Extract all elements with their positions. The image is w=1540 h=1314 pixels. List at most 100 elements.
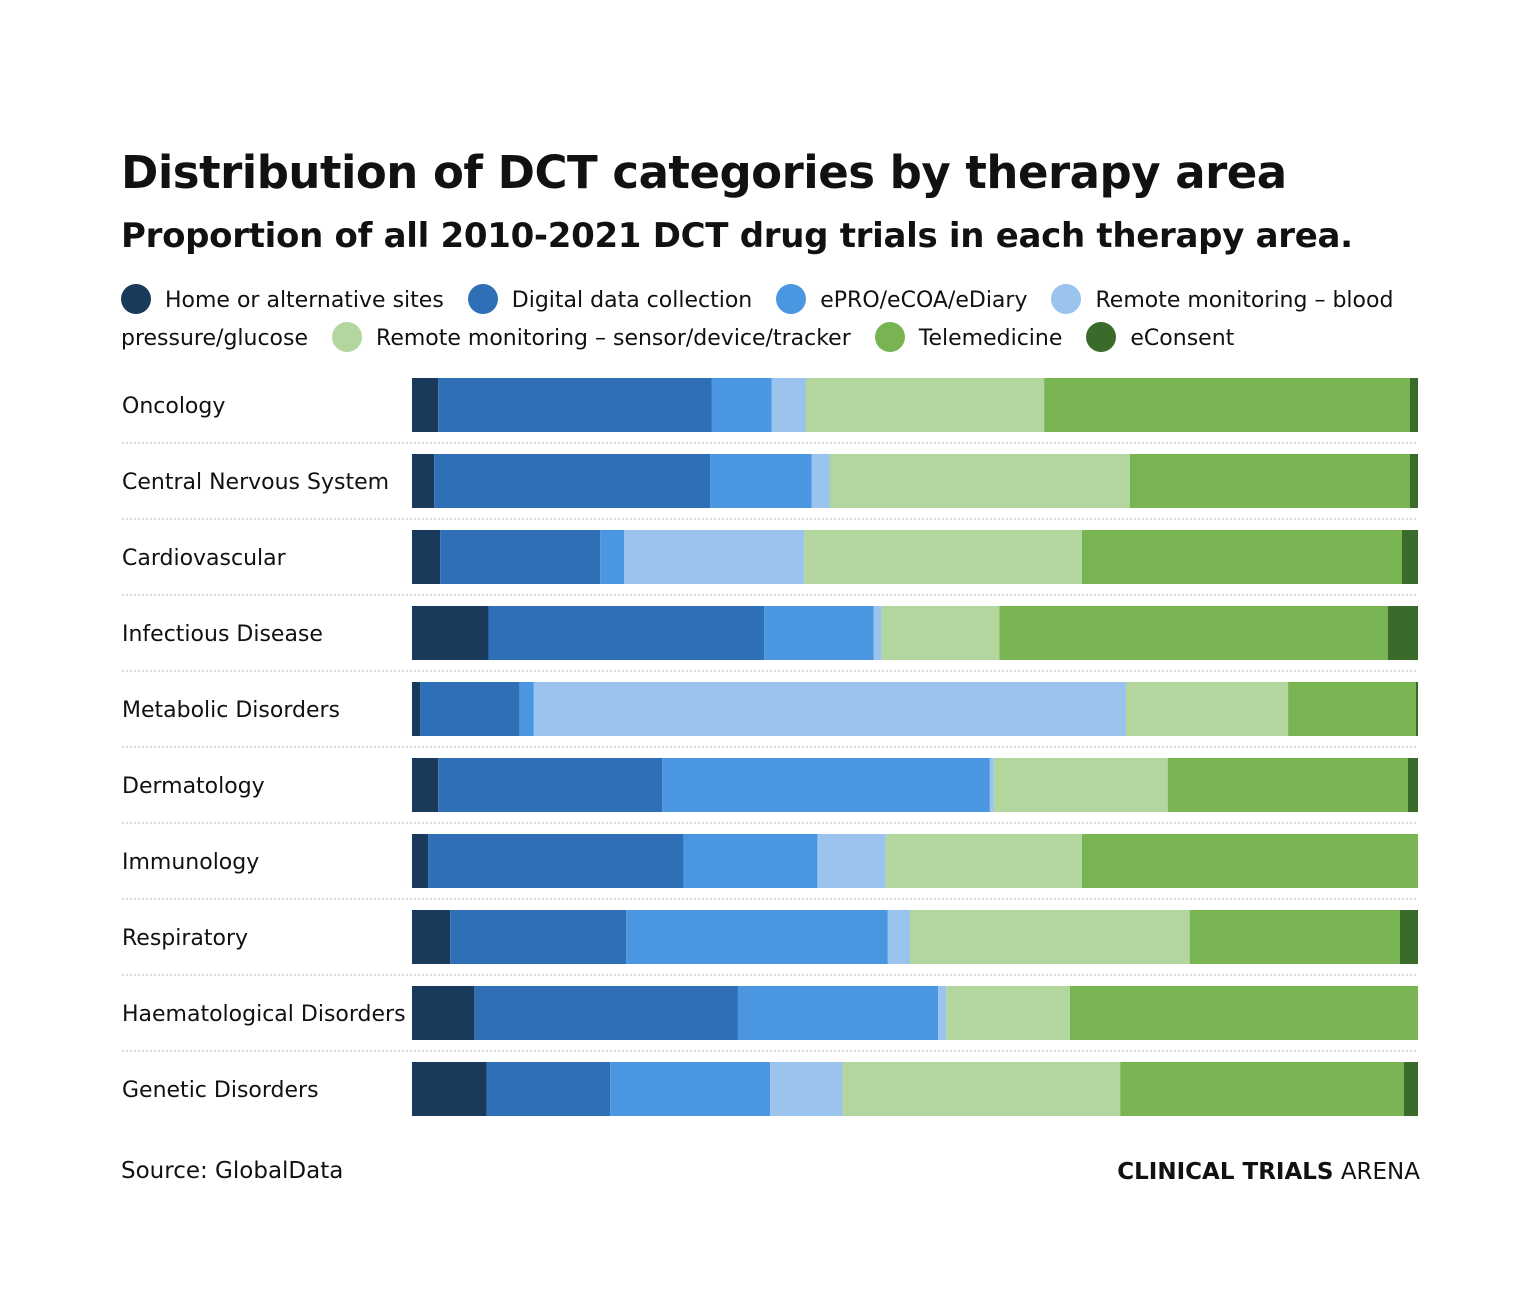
bar-segment — [450, 910, 627, 964]
legend-swatch — [467, 284, 498, 314]
category-label: Metabolic Disorders — [122, 698, 340, 723]
bar-segment — [938, 986, 947, 1040]
category-label: Haematological Disorders — [122, 1002, 406, 1027]
bar-segment — [881, 606, 1000, 660]
legend-item: Home or alternative sites — [121, 284, 444, 314]
bar-segment — [993, 758, 1168, 812]
bar-segment — [1407, 758, 1418, 812]
bar-segment — [438, 758, 663, 812]
bar-segment — [438, 378, 712, 432]
category-label: Central Nervous System — [122, 470, 389, 495]
category-label: Cardiovascular — [122, 546, 287, 571]
bar-segment — [710, 454, 812, 508]
bar-segment — [1125, 682, 1289, 736]
bar-segment — [662, 758, 990, 812]
brand-logo: CLINICAL TRIALS ARENA — [1117, 1159, 1420, 1185]
bar-segment — [1288, 682, 1416, 736]
bar-segment — [1120, 1062, 1404, 1116]
bar-segment — [488, 606, 765, 660]
legend-item: Telemedicine — [874, 322, 1063, 352]
legend-label: Home or alternative sites — [165, 288, 444, 313]
legend-label: Digital data collection — [511, 288, 753, 313]
legend-label: Remote monitoring – sensor/device/tracke… — [376, 326, 851, 351]
bar-segment — [1189, 910, 1400, 964]
bar-segment — [533, 682, 1126, 736]
legend-label: Remote monitoring – blood pressure/gluco… — [121, 288, 1394, 351]
bar-segment — [519, 682, 534, 736]
bar-segment — [873, 606, 882, 660]
legend-swatch — [1086, 322, 1117, 352]
bar-segment — [1409, 454, 1418, 508]
bar-segment — [1403, 1062, 1418, 1116]
chart-subtitle: Proportion of all 2010-2021 DCT drug tri… — [121, 216, 1353, 256]
bar-segment — [999, 606, 1388, 660]
bar-segment — [1081, 530, 1402, 584]
bar-segment — [811, 454, 830, 508]
legend-label: eConsent — [1130, 326, 1235, 351]
bar-segment — [412, 834, 429, 888]
category-label: Respiratory — [122, 926, 248, 951]
bar-segment — [804, 530, 1082, 584]
brand-light: ARENA — [1340, 1159, 1420, 1185]
bar-segment — [711, 378, 772, 432]
bar-segment — [885, 834, 1082, 888]
bar-segment — [1401, 530, 1418, 584]
bar-segment — [1387, 606, 1418, 660]
bar-segment — [829, 454, 1130, 508]
bar-segment — [474, 986, 738, 1040]
legend-swatch — [1051, 284, 1082, 314]
bar-segment — [412, 454, 435, 508]
bar-segment — [770, 1062, 843, 1116]
bar-segment — [887, 910, 910, 964]
legend-item: Digital data collection — [467, 284, 753, 314]
legend-item: Remote monitoring – sensor/device/tracke… — [332, 322, 851, 352]
bar-segment — [764, 606, 874, 660]
bar-segment — [1044, 378, 1410, 432]
bar-segment — [600, 530, 625, 584]
bar-segment — [1409, 378, 1418, 432]
bar-segment — [683, 834, 818, 888]
bar-segment — [989, 758, 994, 812]
bar-segment — [486, 1062, 611, 1116]
category-label: Oncology — [122, 394, 225, 419]
bar-segment — [412, 682, 421, 736]
bar-segment — [412, 378, 439, 432]
legend-swatch — [874, 322, 905, 352]
legend-item: Remote monitoring – blood pressure/gluco… — [121, 284, 1394, 351]
bar-segment — [412, 1062, 487, 1116]
bar-segment — [420, 682, 520, 736]
bar-segment — [1129, 454, 1410, 508]
category-label: Infectious Disease — [122, 622, 323, 647]
bar-segment — [1167, 758, 1408, 812]
legend-swatch — [776, 284, 807, 314]
legend-label: Telemedicine — [918, 326, 1063, 351]
bar-segment — [412, 986, 475, 1040]
bar-segment — [1399, 910, 1418, 964]
bar-segment — [624, 530, 805, 584]
category-label: Genetic Disorders — [122, 1078, 319, 1103]
bar-segment — [817, 834, 886, 888]
legend-item: eConsent — [1086, 322, 1235, 352]
bar-segment — [610, 1062, 771, 1116]
bar-segment — [771, 378, 806, 432]
bar-segment — [805, 378, 1045, 432]
legend-swatch — [332, 322, 363, 352]
bar-segment — [428, 834, 684, 888]
bar-segment — [1081, 834, 1418, 888]
bar-segment — [1069, 986, 1418, 1040]
bar-segment — [412, 606, 489, 660]
legend-label: ePRO/eCOA/eDiary — [820, 288, 1028, 313]
brand-bold: CLINICAL TRIALS — [1117, 1159, 1334, 1185]
bar-segment — [737, 986, 939, 1040]
bar-segment — [626, 910, 888, 964]
category-label: Dermatology — [122, 774, 265, 799]
category-label: Immunology — [122, 850, 259, 875]
bar-segment — [1415, 682, 1418, 736]
chart-title: Distribution of DCT categories by therap… — [121, 146, 1287, 199]
bar-segment — [842, 1062, 1121, 1116]
bar-segment — [434, 454, 711, 508]
bar-segment — [412, 758, 439, 812]
bar-segment — [412, 530, 441, 584]
legend-swatch — [121, 284, 151, 314]
